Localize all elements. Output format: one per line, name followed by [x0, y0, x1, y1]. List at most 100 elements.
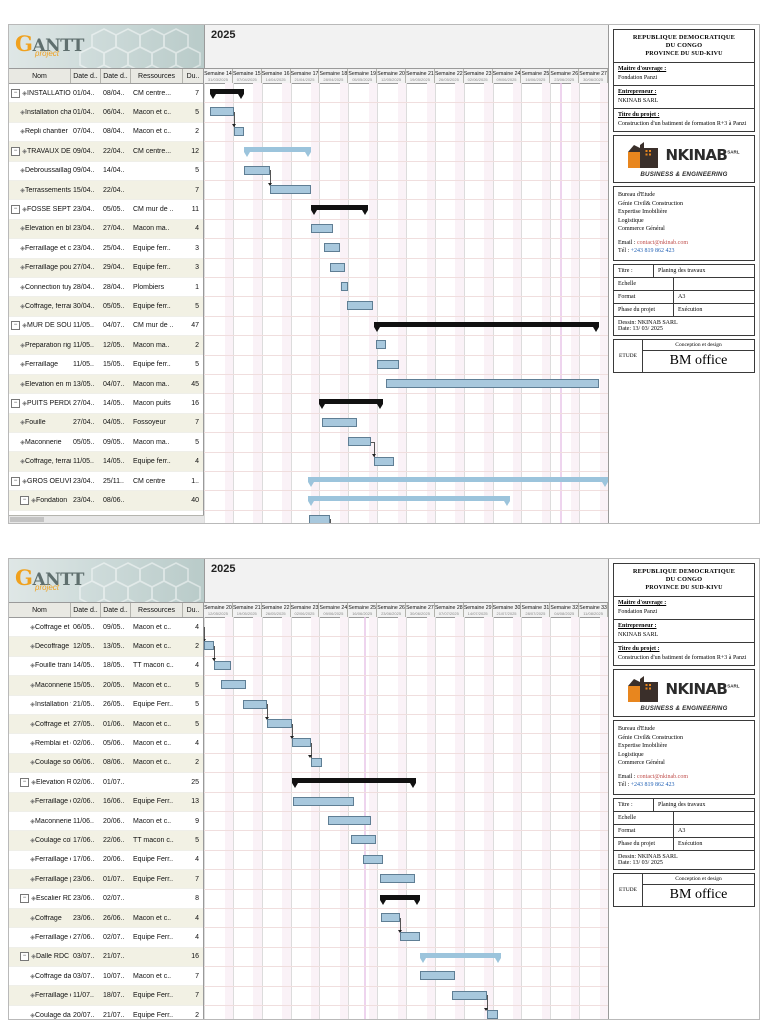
table-row[interactable]: ◈ Coffrage 23/06.. 26/06.. Macon et c.. 4	[9, 908, 203, 929]
gantt-task-bar[interactable]	[309, 514, 330, 523]
gantt-summary-bar[interactable]	[310, 205, 369, 216]
table-row[interactable]: ◈ Ferraillage 11/05.. 15/05.. Equipe ferr.. 5	[9, 355, 203, 375]
gantt-task-bar[interactable]	[362, 854, 383, 864]
gantt-summary-bar[interactable]	[380, 894, 421, 905]
gantt-chart-top[interactable]: Semaine 14 31/03/2025 Semaine 15 07/04/2025…	[204, 69, 608, 523]
gantt-summary-bar[interactable]	[307, 496, 510, 507]
gantt-task-bar[interactable]	[292, 738, 311, 748]
table-row[interactable]: ◈Elevation en mo..13/05.. 04/07.. Macon ma…	[9, 374, 203, 395]
gantt-task-bar[interactable]	[420, 971, 456, 981]
expand-collapse-icon[interactable]: −	[20, 495, 29, 505]
table-row[interactable]: − ◈ Fondation 23/04.. 08/06.. 40	[9, 491, 203, 511]
gantt-summary-bar[interactable]	[374, 321, 600, 332]
gantt-task-bar[interactable]	[310, 757, 323, 767]
gantt-task-bar[interactable]	[234, 126, 245, 136]
gantt-task-bar[interactable]	[486, 1010, 499, 1019]
gantt-task-bar[interactable]	[452, 990, 487, 1000]
gantt-task-bar[interactable]	[374, 456, 395, 466]
gantt-task-bar[interactable]	[329, 262, 346, 272]
gantt-task-bar[interactable]	[322, 417, 357, 427]
table-row[interactable]: ◈Installation chan..01/04.. 06/04.. Macon …	[9, 103, 203, 123]
table-row[interactable]: ◈Coulage dall.20/07.. 21/07.. Equipe Ferr.…	[9, 1006, 203, 1019]
table-row[interactable]: ◈Terrassements g.15/04.. 22/04.. 7	[9, 180, 203, 201]
table-row[interactable]: ◈Coffrage dal..03/07.. 10/07.. Macon et c.…	[9, 967, 203, 987]
expand-collapse-icon[interactable]: −	[11, 476, 20, 486]
table-row[interactable]: ◈Coffrage, ferraill..11/05.. 14/05.. Equip…	[9, 452, 203, 472]
table-row[interactable]: ◈Elevation en blo..23/04.. 27/04.. Macon m…	[9, 219, 203, 240]
gantt-chart-bottom[interactable]: Semaine 20 12/05/2025 Semaine 21 19/05/2025…	[204, 603, 608, 1019]
column-header-ressources[interactable]: Ressources	[131, 603, 183, 617]
gantt-task-bar[interactable]	[351, 835, 376, 845]
table-row[interactable]: ◈ Maconnerie 05/05.. 09/05.. Macon ma.. 5	[9, 433, 203, 453]
expand-collapse-icon[interactable]: −	[11, 88, 20, 98]
expand-collapse-icon[interactable]: −	[11, 398, 20, 408]
column-header-duree[interactable]: Du..	[186, 606, 200, 614]
gantt-summary-bar[interactable]	[307, 477, 608, 487]
table-row[interactable]: ◈Debroussaillage.09/04.. 14/04.. 5	[9, 162, 203, 181]
table-row[interactable]: ◈Coffrage, ferraill..30/04.. 05/05.. Equip…	[9, 297, 203, 317]
expand-collapse-icon[interactable]: −	[20, 777, 29, 787]
table-row[interactable]: − ◈ Dalle RDC 03/07.. 21/07.. 16	[9, 947, 203, 968]
expand-collapse-icon[interactable]: −	[11, 146, 20, 156]
table-row[interactable]: ◈Fouille tranc..14/05.. 18/05.. TT macon c…	[9, 657, 203, 677]
table-row[interactable]: ◈Coffrage et ..06/05.. 09/05.. Macon et c.…	[9, 618, 203, 638]
table-row[interactable]: − ◈ PUITS PERDU 27/04.. 14/05.. Macon puits 16	[9, 394, 203, 414]
expand-collapse-icon[interactable]: −	[20, 952, 29, 962]
task-table-scrollbar-top[interactable]	[9, 515, 204, 523]
task-rows-bottom[interactable]: ◈Coffrage et ..06/05..09/05..Macon et c.…	[9, 618, 203, 1019]
expand-collapse-icon[interactable]: −	[20, 894, 29, 904]
gantt-task-bar[interactable]	[293, 796, 355, 806]
table-row[interactable]: ◈Ferraillage e..17/06.. 20/06.. Equipe Fer…	[9, 851, 203, 871]
task-rows-top[interactable]: −◈INSTALLATION ET R..01/04..08/04..CM ce…	[9, 84, 203, 523]
gantt-summary-bar[interactable]	[319, 399, 384, 410]
gantt-task-bar[interactable]	[311, 223, 333, 233]
table-row[interactable]: ◈Ferraillage c..02/06.. 16/06.. Equipe Fer…	[9, 792, 203, 812]
table-row[interactable]: ◈Ferraillage et co..23/04.. 25/04.. Equipe…	[9, 239, 203, 259]
column-header-date-debut[interactable]: Date d..	[71, 603, 101, 617]
gantt-task-bar[interactable]	[375, 340, 386, 350]
gantt-task-bar[interactable]	[204, 641, 215, 651]
table-row[interactable]: −◈Escalier RDC23/06.. 02/07.. 8	[9, 889, 203, 909]
table-row[interactable]: ◈Maconnerie .15/05.. 20/05.. Macon et c.. 5	[9, 676, 203, 696]
gantt-task-bar[interactable]	[400, 932, 421, 942]
gantt-task-bar[interactable]	[328, 816, 372, 825]
table-row[interactable]: −◈Elevation RDC02/06.. 01/07.. 25	[9, 773, 203, 793]
gantt-task-bar[interactable]	[341, 282, 349, 291]
gantt-task-bar[interactable]	[346, 301, 373, 311]
column-header-ressources[interactable]: Ressources	[131, 69, 183, 83]
gantt-task-bar[interactable]	[385, 379, 600, 388]
gantt-task-bar[interactable]	[381, 913, 401, 922]
table-row[interactable]: ◈Coulage sou.06/06.. 08/06.. Macon et c.. 2	[9, 753, 203, 774]
expand-collapse-icon[interactable]: −	[11, 205, 20, 215]
gantt-task-bar[interactable]	[244, 165, 271, 175]
gantt-task-bar[interactable]	[267, 719, 292, 728]
table-row[interactable]: −◈GROS OEUVRES23/04.. 25/11.. CM centre 1..	[9, 472, 203, 492]
table-row[interactable]: ◈ Installation f. 21/05.. 26/05.. Equipe Fer…	[9, 696, 203, 715]
table-row[interactable]: ◈ Decoffrage .. 12/05.. 13/05.. Macon et c..…	[9, 637, 203, 657]
gantt-summary-bar[interactable]	[420, 952, 502, 963]
column-header-nom[interactable]: Nom	[9, 69, 71, 83]
table-row[interactable]: −◈FOSSE SEPTIQUE23/04.. 05/05.. CM mur de …	[9, 200, 203, 220]
gantt-task-bar[interactable]	[221, 680, 246, 690]
gantt-task-bar[interactable]	[209, 107, 235, 117]
table-row[interactable]: ◈ Fouille 27/04.. 04/05.. Fossoyeur 7	[9, 413, 203, 434]
table-row[interactable]: ◈Coulage col..17/06.. 22/06.. TT macon c..…	[9, 831, 203, 851]
table-row[interactable]: −◈INSTALLATION ET R..01/04.. 08/04.. CM ce…	[9, 84, 203, 104]
column-header-date-debut[interactable]: Date d..	[71, 69, 101, 83]
table-row[interactable]: ◈Coffrage et ..27/05.. 01/06.. Macon et c.…	[9, 714, 203, 735]
column-header-date-fin[interactable]: Date d..	[101, 603, 131, 617]
table-row[interactable]: ◈Ferraillage p..23/06.. 01/07.. Equipe Fer…	[9, 870, 203, 890]
gantt-task-bar[interactable]	[348, 437, 372, 447]
table-row[interactable]: ◈Connection tuya..28/04..28/04..Plombier…	[9, 278, 203, 298]
table-row[interactable]: ◈Ferraillage d..11/07.. 18/07.. Equipe Fer…	[9, 986, 203, 1006]
table-row[interactable]: ◈Preparation rigo..11/05.. 12/05.. Macon m…	[9, 336, 203, 356]
gantt-summary-bar[interactable]	[209, 89, 245, 99]
table-row[interactable]: ◈Ferraillage e..27/06.. 02/07.. Equipe Fer…	[9, 928, 203, 948]
table-row[interactable]: −◈MUR DE SOUTENE..11/05.. 04/07.. CM mur d…	[9, 317, 203, 337]
column-header-date-fin[interactable]: Date d..	[101, 69, 131, 83]
gantt-summary-bar[interactable]	[244, 147, 312, 158]
gantt-task-bar[interactable]	[214, 660, 232, 670]
gantt-summary-bar[interactable]	[292, 778, 417, 789]
gantt-task-bar[interactable]	[242, 699, 268, 709]
gantt-task-bar[interactable]	[270, 185, 311, 194]
